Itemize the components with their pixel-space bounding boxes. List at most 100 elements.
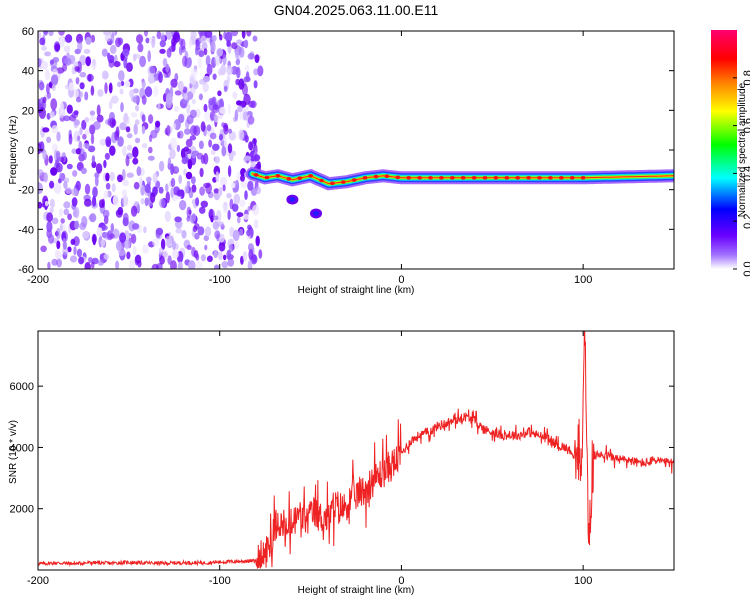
spectrogram-noise-cell — [132, 88, 139, 94]
spectrogram-noise-cell — [228, 243, 234, 253]
spectrogram-noise-cell — [227, 143, 233, 154]
spectrogram-noise-cell — [229, 198, 234, 210]
spectrogram-x-label: Height of straight line (km) — [298, 285, 415, 296]
spectrogram-noise-cell — [89, 110, 96, 116]
spectrogram-noise-cell — [215, 171, 220, 183]
spectrogram-noise-cell — [126, 172, 134, 178]
spectrogram-noise-cell — [198, 50, 205, 58]
spectrogram-noise-cell — [246, 229, 252, 237]
spectrogram-noise-cell — [184, 185, 189, 194]
spectrogram-xtick-label: -100 — [209, 274, 231, 286]
spectrogram-noise-cell — [223, 124, 229, 135]
spectrogram-noise-cell — [254, 54, 260, 63]
spectrogram-noise-cell — [62, 115, 71, 122]
spectrogram-noise-cell — [197, 57, 203, 69]
spectrogram-noise-cell — [80, 167, 87, 174]
spectrogram-noise-cell — [108, 99, 113, 110]
spectrogram-noise-cell — [213, 188, 219, 194]
spectrogram-noise-cell — [126, 144, 133, 151]
spectrogram-noise-cell — [144, 197, 149, 207]
spectrogram-noise-cell — [85, 36, 92, 45]
spectrogram-noise-cell — [212, 35, 217, 42]
spectrogram-noise-cell — [47, 261, 51, 269]
spectrogram-noise-cell — [209, 132, 217, 140]
spectrogram-noise-cell — [191, 213, 197, 222]
spectrogram-noise-cell — [233, 193, 241, 205]
spectrogram-noise-cell — [109, 171, 115, 182]
spectrogram-noise-cell — [206, 124, 212, 132]
spectrogram-noise-cell — [47, 234, 55, 244]
spectrogram-noise-cell — [73, 119, 80, 126]
spectrogram-noise-cell — [234, 241, 240, 249]
spectrogram-noise-cell — [189, 125, 197, 137]
spectrogram-noise-cell — [186, 244, 192, 250]
spectrogram-noise-cell — [203, 48, 208, 56]
spectrogram-noise-cell — [70, 238, 76, 245]
spectrogram-noise-cell — [96, 104, 101, 117]
spectrogram-noise-cell — [110, 223, 115, 233]
spectrogram-noise-cell — [247, 243, 254, 252]
spectrogram-noise-cell — [56, 240, 61, 250]
spectrogram-xtick-label: 100 — [574, 274, 592, 286]
spectrogram-noise-cell — [71, 188, 79, 197]
spectrogram-noise-cell — [76, 248, 83, 258]
spectrogram-noise-cell — [114, 130, 120, 141]
spectrogram-noise-cell — [172, 32, 181, 43]
spectrogram-noise-cell — [51, 258, 58, 266]
spectrogram-noise-cell — [38, 169, 44, 176]
spectrogram-noise-cell — [153, 85, 159, 98]
spectrogram-noise-cell — [38, 143, 42, 155]
spectrogram-xtick-label: -200 — [27, 274, 49, 286]
spectrogram-noise-cell — [165, 183, 169, 192]
spectrogram-noise-cell — [179, 38, 183, 46]
spectrogram-noise-cell — [142, 244, 149, 254]
spectrogram-noise-cell — [98, 199, 105, 209]
spectrogram-noise-cell — [191, 176, 196, 185]
spectrogram-noise-cell — [93, 121, 101, 130]
spectrogram-noise-cell — [92, 186, 98, 198]
spectrogram-noise-cell — [54, 43, 61, 52]
spectrogram-noise-cell — [130, 112, 138, 118]
spectrogram-noise-cell — [194, 232, 200, 240]
spectrogram-noise-cell — [240, 174, 245, 182]
spectrogram-ytick-label: -60 — [18, 264, 34, 276]
spectrogram-noise-cell — [183, 93, 188, 101]
spectrogram-noise-cell — [87, 73, 92, 82]
spectrogram-noise-cell — [79, 222, 87, 231]
spectrogram-noise-region — [38, 31, 264, 269]
spectrogram-noise-cell — [58, 156, 65, 163]
spectrogram-noise-cell — [82, 231, 90, 239]
spectrogram-noise-cell — [200, 154, 206, 164]
spectrogram-noise-cell — [247, 205, 252, 212]
spectrogram-noise-cell — [59, 36, 65, 48]
spectrogram-track-peak — [330, 181, 335, 186]
spectrogram-noise-cell — [38, 31, 42, 39]
spectrogram-ytick-label: -40 — [18, 224, 34, 236]
spectrogram-noise-cell — [226, 75, 231, 84]
snr-xtick-label: -200 — [27, 575, 49, 587]
spectrogram-noise-cell — [226, 249, 232, 260]
spectrogram-noise-cell — [50, 74, 59, 86]
spectrogram-noise-cell — [38, 58, 42, 68]
spectrogram-noise-cell — [210, 41, 216, 53]
spectrogram-noise-cell — [184, 128, 191, 135]
spectrogram-noise-cell — [181, 157, 188, 165]
spectrogram-noise-cell — [189, 75, 195, 86]
spectrogram-noise-cell — [171, 240, 177, 250]
spectrogram-noise-cell — [122, 195, 129, 207]
spectrogram-noise-cell — [122, 179, 129, 187]
spectrogram-noise-cell — [101, 48, 108, 57]
spectrogram-noise-cell — [118, 70, 125, 82]
spectrogram-noise-cell — [223, 254, 227, 261]
spectrogram-noise-cell — [232, 91, 238, 100]
spectrogram-track-peak — [428, 176, 433, 180]
spectrogram-noise-cell — [242, 83, 248, 96]
spectrogram-noise-cell — [79, 82, 85, 90]
spectrogram-noise-cell — [79, 91, 84, 98]
spectrogram-noise-cell — [84, 91, 89, 101]
spectrogram-noise-cell — [166, 125, 171, 137]
spectrogram-noise-cell — [60, 218, 65, 224]
spectrogram-noise-cell — [181, 97, 190, 104]
spectrogram-noise-cell — [38, 201, 43, 209]
spectrogram-noise-cell — [38, 107, 47, 119]
